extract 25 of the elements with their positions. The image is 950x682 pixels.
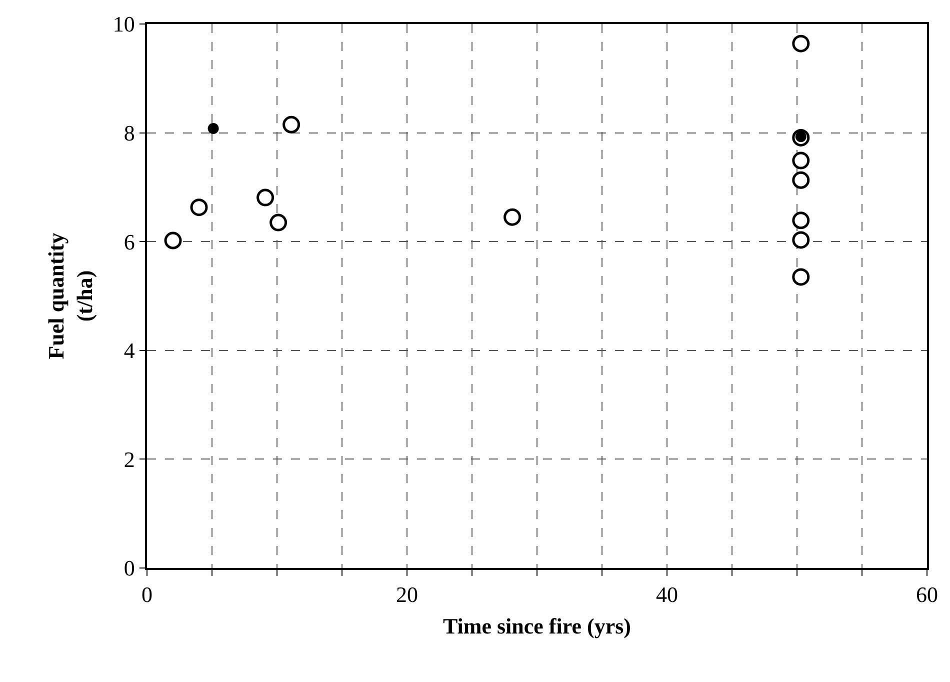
point: [164, 232, 182, 250]
point: [504, 208, 522, 226]
x-tick-label: 40: [656, 582, 678, 608]
point: [208, 122, 219, 134]
y-tick-label: 6: [124, 229, 135, 254]
point: [792, 268, 810, 286]
y-tick-label: 2: [124, 446, 135, 472]
point: [792, 171, 810, 189]
y-tick-label: 0: [124, 556, 135, 581]
point: [792, 212, 810, 230]
y-tick-label: 10: [112, 12, 135, 37]
point: [282, 116, 300, 134]
point: [256, 188, 274, 206]
point: [190, 198, 208, 216]
x-tick-label: 60: [916, 582, 938, 608]
point: [792, 152, 810, 170]
point: [270, 214, 288, 232]
y-tick-label: 8: [124, 120, 135, 146]
x-tick-label: 0: [142, 582, 152, 608]
point: [792, 34, 810, 52]
x-tick-label: 20: [396, 582, 418, 608]
x-axis-title: Time since fire (yrs): [443, 614, 631, 639]
y-axis-title: Fuel quantity (t/ha): [44, 232, 98, 360]
y-tick-label: 4: [124, 338, 135, 364]
point: [792, 231, 810, 249]
